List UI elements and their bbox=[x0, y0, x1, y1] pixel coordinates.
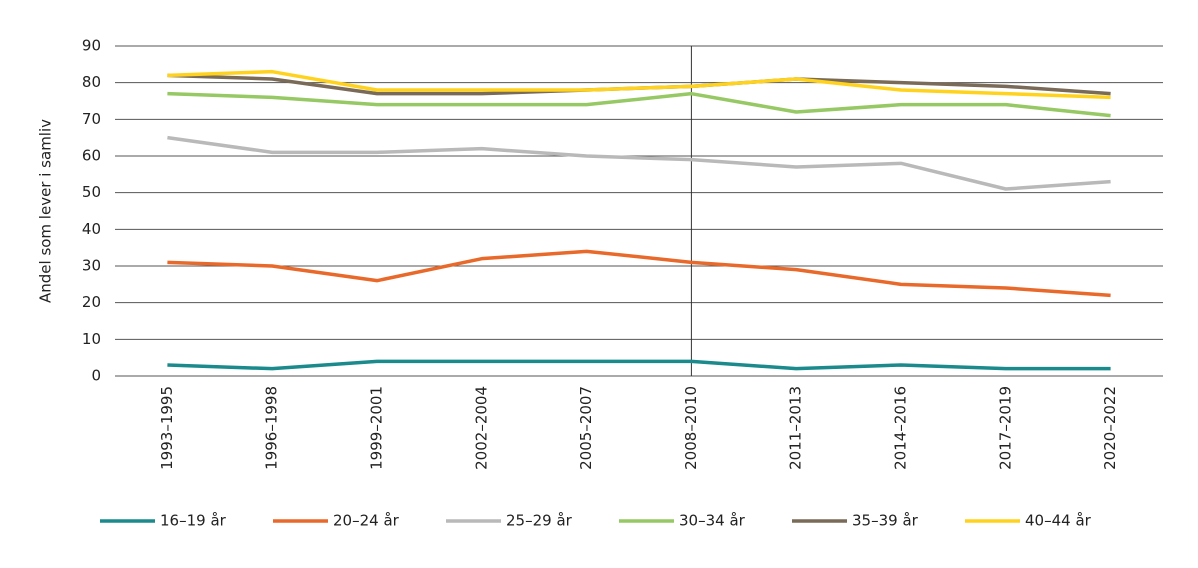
legend-label: 35–39 år bbox=[852, 512, 919, 530]
x-tick-label: 2011–2013 bbox=[787, 386, 805, 470]
legend-label: 30–34 år bbox=[679, 512, 746, 530]
y-tick-label: 70 bbox=[82, 110, 101, 128]
y-tick-label: 20 bbox=[82, 293, 101, 311]
x-tick-label: 2005–2007 bbox=[577, 386, 595, 470]
series-line bbox=[167, 249, 1111, 298]
y-tick-label: 10 bbox=[82, 330, 101, 348]
x-tick-label: 2002–2004 bbox=[472, 386, 490, 470]
legend-label: 16–19 år bbox=[160, 512, 227, 530]
y-tick-label: 80 bbox=[82, 73, 101, 91]
x-tick-label: 1993–1995 bbox=[158, 386, 176, 470]
y-tick-label: 50 bbox=[82, 183, 101, 201]
x-tick-label: 1999–2001 bbox=[368, 386, 386, 470]
legend-label: 40–44 år bbox=[1025, 512, 1092, 530]
y-tick-label: 30 bbox=[82, 257, 101, 275]
y-tick-label: 40 bbox=[82, 220, 101, 238]
y-tick-label: 0 bbox=[91, 367, 101, 385]
series-line bbox=[167, 359, 1111, 371]
series-line bbox=[167, 135, 1111, 191]
legend-label: 20–24 år bbox=[333, 512, 400, 530]
x-tick-label: 2020–2022 bbox=[1101, 386, 1119, 470]
y-tick-label: 90 bbox=[82, 37, 101, 55]
x-tick-label: 2017–2019 bbox=[996, 386, 1014, 470]
series-line bbox=[167, 69, 1111, 100]
y-tick-label: 60 bbox=[82, 147, 101, 165]
x-tick-label: 2014–2016 bbox=[892, 386, 910, 470]
series-line bbox=[167, 91, 1111, 118]
legend-label: 25–29 år bbox=[506, 512, 573, 530]
x-tick-label: 2008–2010 bbox=[682, 386, 700, 470]
x-tick-label: 1996–1998 bbox=[263, 386, 281, 470]
y-axis-label: Andel som lever i samliv bbox=[37, 119, 55, 303]
